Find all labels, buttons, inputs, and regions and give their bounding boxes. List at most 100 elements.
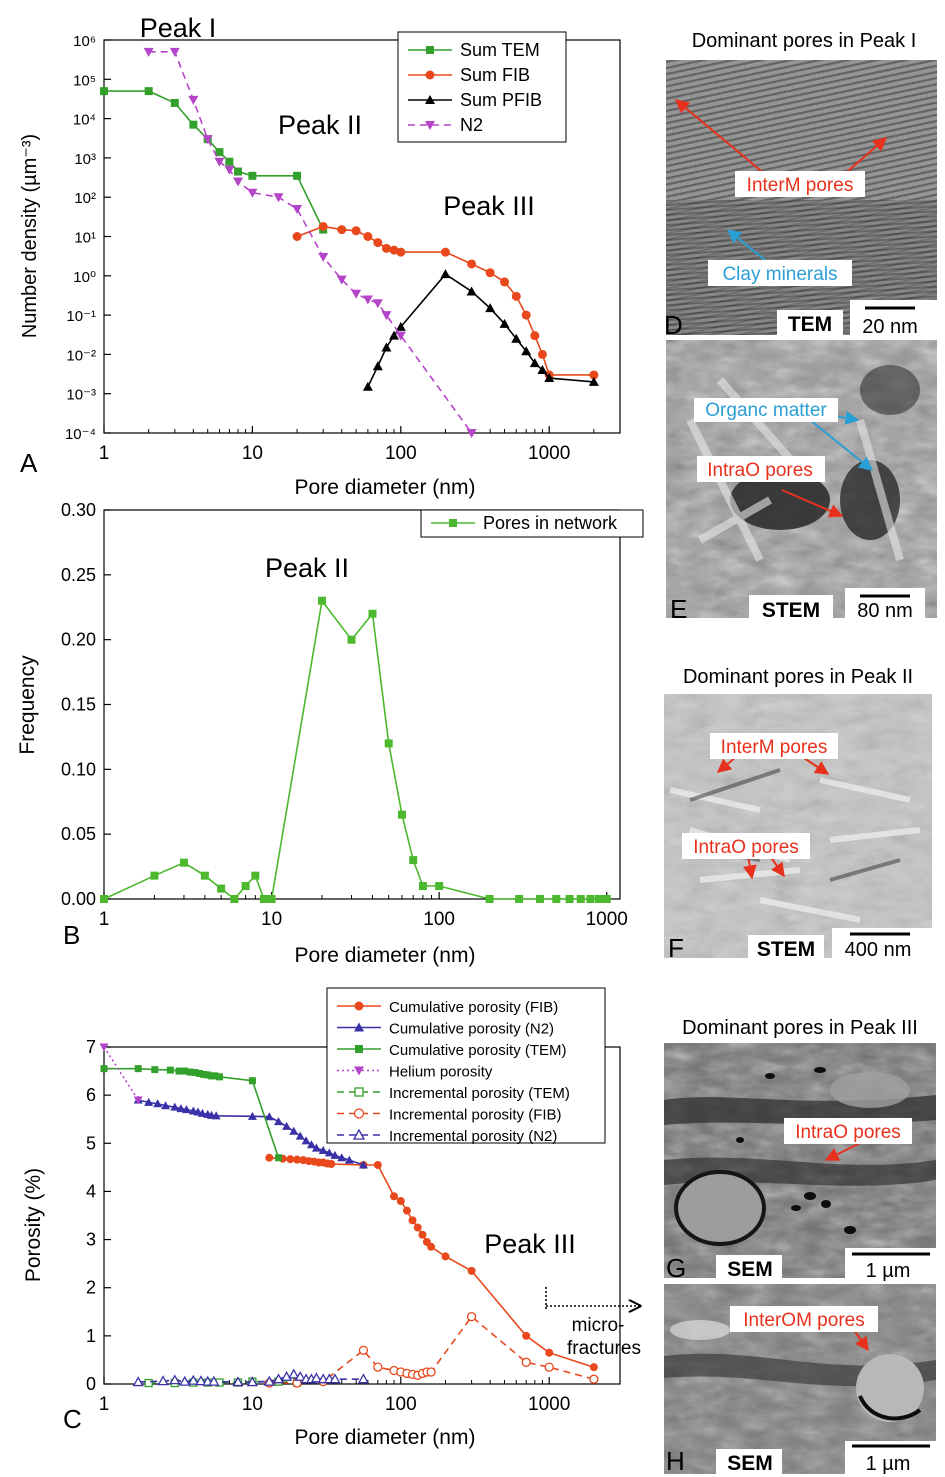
- data-point: [329, 1373, 341, 1384]
- data-point: [292, 232, 302, 241]
- h-tag: SEM: [727, 1452, 773, 1475]
- panel-a-peak3: Peak III: [443, 191, 535, 221]
- e-label-intrao: IntraO pores: [707, 460, 813, 481]
- data-point: [318, 221, 328, 231]
- panel-c-legend: Cumulative porosity (FIB) Cumulative poro…: [326, 987, 606, 1145]
- data-point: [214, 157, 225, 167]
- legend-label: Cumulative porosity (FIB): [389, 999, 558, 1016]
- data-point: [132, 1376, 144, 1387]
- legend-label: Sum FIB: [460, 65, 530, 85]
- data-point: [311, 1143, 321, 1152]
- data-point: [246, 1376, 259, 1387]
- data-point: [440, 247, 450, 257]
- data-point: [521, 346, 532, 356]
- panel-b-frame: [103, 509, 621, 900]
- panel-a-peak1: Peak I: [140, 13, 217, 43]
- data-point: [211, 1111, 221, 1120]
- data-point: [413, 1223, 422, 1232]
- data-point: [275, 1154, 283, 1162]
- data-point: [418, 882, 427, 891]
- f-letter: F: [668, 933, 684, 963]
- legend-marker: [353, 1108, 365, 1119]
- data-point: [241, 882, 250, 891]
- legend-label: Pores in network: [483, 513, 618, 533]
- data-point: [586, 895, 595, 903]
- data-point: [351, 289, 362, 299]
- data-point: [544, 1362, 554, 1372]
- data-point: [552, 895, 561, 903]
- data-point: [466, 429, 477, 438]
- data-point: [161, 1101, 171, 1110]
- data-point: [175, 1067, 183, 1075]
- y-tick-label: 10⁻¹: [66, 308, 96, 325]
- data-point: [272, 1373, 285, 1384]
- g-label-intrao: IntraO pores: [795, 1122, 901, 1143]
- legend-label: N2: [460, 115, 483, 135]
- data-point: [144, 1097, 154, 1106]
- panel-b-letter: B: [63, 920, 80, 950]
- data-point: [485, 268, 495, 278]
- series-b-0: [100, 596, 611, 903]
- data-point: [435, 882, 444, 891]
- data-point: [389, 330, 400, 340]
- panel-a-legend: Sum TEM Sum FIB Sum PFIB N2: [397, 31, 567, 143]
- panel-a-chart: 1 10 100 1000 10⁻⁴ 10⁻³ 10⁻² 10⁻¹ 10⁰ 10¹ 10² 10³ 10…: [19, 13, 621, 499]
- data-point: [188, 95, 199, 105]
- data-point: [536, 895, 545, 903]
- data-point: [318, 596, 327, 605]
- data-point: [409, 856, 418, 865]
- y-tick-label: 0.15: [61, 695, 96, 715]
- data-point: [100, 87, 108, 96]
- x-tick-label: 1: [99, 443, 110, 464]
- data-point: [230, 895, 239, 903]
- h-label-interom: InterOM pores: [743, 1310, 864, 1331]
- data-point: [440, 269, 451, 279]
- peak3-title: Dominant pores in Peak III: [682, 1017, 918, 1039]
- legend-label: Incremental porosity (TEM): [389, 1085, 570, 1102]
- legend-marker: [426, 46, 434, 54]
- data-point: [169, 47, 180, 57]
- data-point: [396, 247, 406, 257]
- data-point: [381, 311, 392, 321]
- data-point: [150, 871, 159, 880]
- data-point: [402, 1206, 411, 1215]
- series-c-0: [265, 1153, 598, 1372]
- data-point: [499, 318, 510, 328]
- micrograph-h: InterOM pores SEM 1 µm H: [664, 1284, 936, 1476]
- micrograph-d: InterM pores Clay minerals TEM 20 nm D: [664, 60, 937, 340]
- data-point: [384, 739, 393, 748]
- data-point: [358, 1160, 368, 1169]
- data-point: [537, 349, 547, 359]
- data-point: [336, 275, 347, 285]
- legend-marker: [425, 95, 435, 104]
- data-point: [418, 1230, 427, 1239]
- data-point: [589, 370, 599, 380]
- micrograph-g: IntraO pores SEM 1 µm G: [664, 1043, 936, 1283]
- f-label-intrao: IntraO pores: [693, 837, 799, 858]
- series-a-1: [292, 221, 599, 380]
- series-c-3: [99, 1043, 143, 1105]
- data-point: [372, 299, 383, 309]
- data-point: [247, 188, 258, 198]
- data-point: [200, 871, 209, 880]
- x-tick-label: 100: [385, 443, 417, 464]
- y-tick-label: 6: [86, 1085, 96, 1105]
- data-point: [397, 810, 406, 819]
- peak1-title: Dominant pores in Peak I: [692, 30, 917, 52]
- y-tick-label: 1: [86, 1326, 96, 1346]
- data-point: [426, 1367, 436, 1377]
- x-tick-label: 100: [385, 1394, 417, 1415]
- data-point: [100, 1065, 108, 1073]
- data-point: [390, 1192, 399, 1201]
- data-point: [485, 895, 494, 903]
- g-scale: 1 µm: [866, 1260, 911, 1282]
- d-letter: D: [664, 310, 683, 340]
- data-point: [134, 1065, 142, 1073]
- data-point: [595, 895, 604, 903]
- data-point: [191, 1069, 199, 1077]
- panel-c-microfractures-1: micro-: [572, 1315, 625, 1336]
- data-point: [389, 245, 399, 255]
- data-point: [310, 1372, 323, 1383]
- y-tick-label: 0: [86, 1374, 96, 1394]
